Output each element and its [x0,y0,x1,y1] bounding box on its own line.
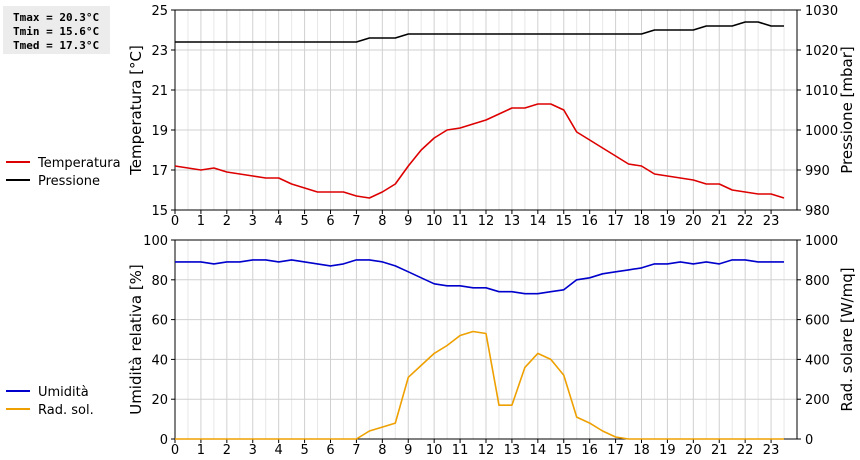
x-tick-label: 14 [530,443,547,458]
y-tick-label-right: 1000 [805,124,838,139]
x-tick-label: 15 [555,214,572,229]
y-axis-title-right: Rad. solare [W/mq] [838,267,856,411]
x-tick-label: 19 [659,214,676,229]
x-tick-label: 8 [378,443,386,458]
x-tick-label: 5 [300,214,308,229]
y-axis-title-left: Temperatura [°C] [127,45,145,176]
y-tick-label-right: 1020 [805,44,838,59]
x-tick-label: 15 [555,443,572,458]
x-tick-label: 23 [763,443,780,458]
x-tick-label: 14 [530,214,547,229]
y-axis-title-left: Umidità relativa [%] [127,264,145,415]
x-tick-label: 16 [581,214,598,229]
y-tick-label-left: 21 [151,84,168,99]
y-tick-label-right: 800 [805,274,830,289]
x-tick-label: 3 [249,214,257,229]
series-line-temperatura [174,103,785,199]
tmax-label: Tmax = 20.3°C [13,11,100,24]
x-tick-label: 4 [275,443,283,458]
x-tick-label: 11 [452,214,469,229]
x-tick-label: 17 [607,443,624,458]
series-line-rad-sol [175,330,784,440]
y-tick-label-right: 0 [805,433,813,448]
x-tick-label: 5 [300,443,308,458]
x-tick-label: 22 [737,443,754,458]
x-tick-label: 2 [223,214,231,229]
x-tick-label: 21 [711,214,728,229]
x-tick-label: 22 [737,214,754,229]
y-tick-label-right: 980 [805,204,830,219]
y-tick-label-left: 0 [160,433,168,448]
x-tick-label: 10 [426,443,443,458]
x-tick-label: 12 [478,214,495,229]
y-tick-label-right: 1010 [805,84,838,99]
x-tick-label: 18 [633,214,650,229]
x-tick-label: 7 [352,214,360,229]
y-tick-label-left: 20 [151,393,168,408]
y-tick-label-left: 19 [151,124,168,139]
y-axis-title-right: Pressione [mbar] [838,46,856,174]
y-tick-label-left: 15 [151,204,168,219]
series-line-umidit [175,259,784,295]
y-tick-label-left: 60 [151,314,168,329]
y-tick-label-left: 25 [151,4,168,19]
x-tick-label: 23 [763,214,780,229]
x-tick-label: 3 [249,443,257,458]
legend-label: Umidità [38,385,89,400]
y-tick-label-left: 100 [143,234,168,249]
x-tick-label: 10 [426,214,443,229]
x-tick-label: 20 [685,214,702,229]
x-tick-label: 13 [504,214,521,229]
x-tick-label: 9 [404,443,412,458]
x-tick-label: 8 [378,214,386,229]
y-tick-label-right: 600 [805,314,830,329]
x-tick-label: 21 [711,443,728,458]
x-tick-label: 0 [171,214,179,229]
tmed-label: Tmed = 17.3°C [13,39,100,52]
tmin-label: Tmin = 15.6°C [13,25,100,38]
statistics-box: Tmax = 20.3°C Tmin = 15.6°C Tmed = 17.3°… [3,6,110,54]
x-tick-label: 16 [581,443,598,458]
x-tick-label: 6 [326,214,334,229]
x-tick-label: 20 [685,443,702,458]
chart-panel-1: 0 1 2 3 4 5 6 7 8 9 10 11 12 13 14 15 16 17 18 19 20 21 22 2315… [6,4,856,229]
y-tick-label-left: 17 [151,164,168,179]
x-tick-label: 6 [326,443,334,458]
y-tick-label-left: 80 [151,274,168,289]
x-tick-label: 13 [504,443,521,458]
y-tick-label-left: 40 [151,353,168,368]
y-tick-label-right: 1000 [805,234,838,249]
y-tick-label-right: 200 [805,393,830,408]
x-tick-label: 9 [404,214,412,229]
x-tick-label: 4 [275,214,283,229]
y-tick-label-right: 1030 [805,4,838,19]
x-tick-label: 19 [659,443,676,458]
legend-label: Pressione [38,174,100,189]
x-tick-label: 11 [452,443,469,458]
legend-label: Temperatura [37,156,121,171]
y-tick-label-left: 23 [151,44,168,59]
x-tick-label: 7 [352,443,360,458]
x-tick-label: 12 [478,443,495,458]
legend-label: Rad. sol. [38,403,94,418]
x-tick-label: 17 [607,214,624,229]
chart-panel-2: 0 1 2 3 4 5 6 7 8 9 10 11 12 13 14 15 16 17 18 19 20 21 22 2302… [6,234,856,458]
series-line-pressione [175,21,784,43]
x-tick-label: 1 [197,214,205,229]
x-tick-label: 1 [197,443,205,458]
x-tick-label: 2 [223,443,231,458]
y-tick-label-right: 990 [805,164,830,179]
x-tick-label: 18 [633,443,650,458]
x-tick-label: 0 [171,443,179,458]
y-tick-label-right: 400 [805,353,830,368]
